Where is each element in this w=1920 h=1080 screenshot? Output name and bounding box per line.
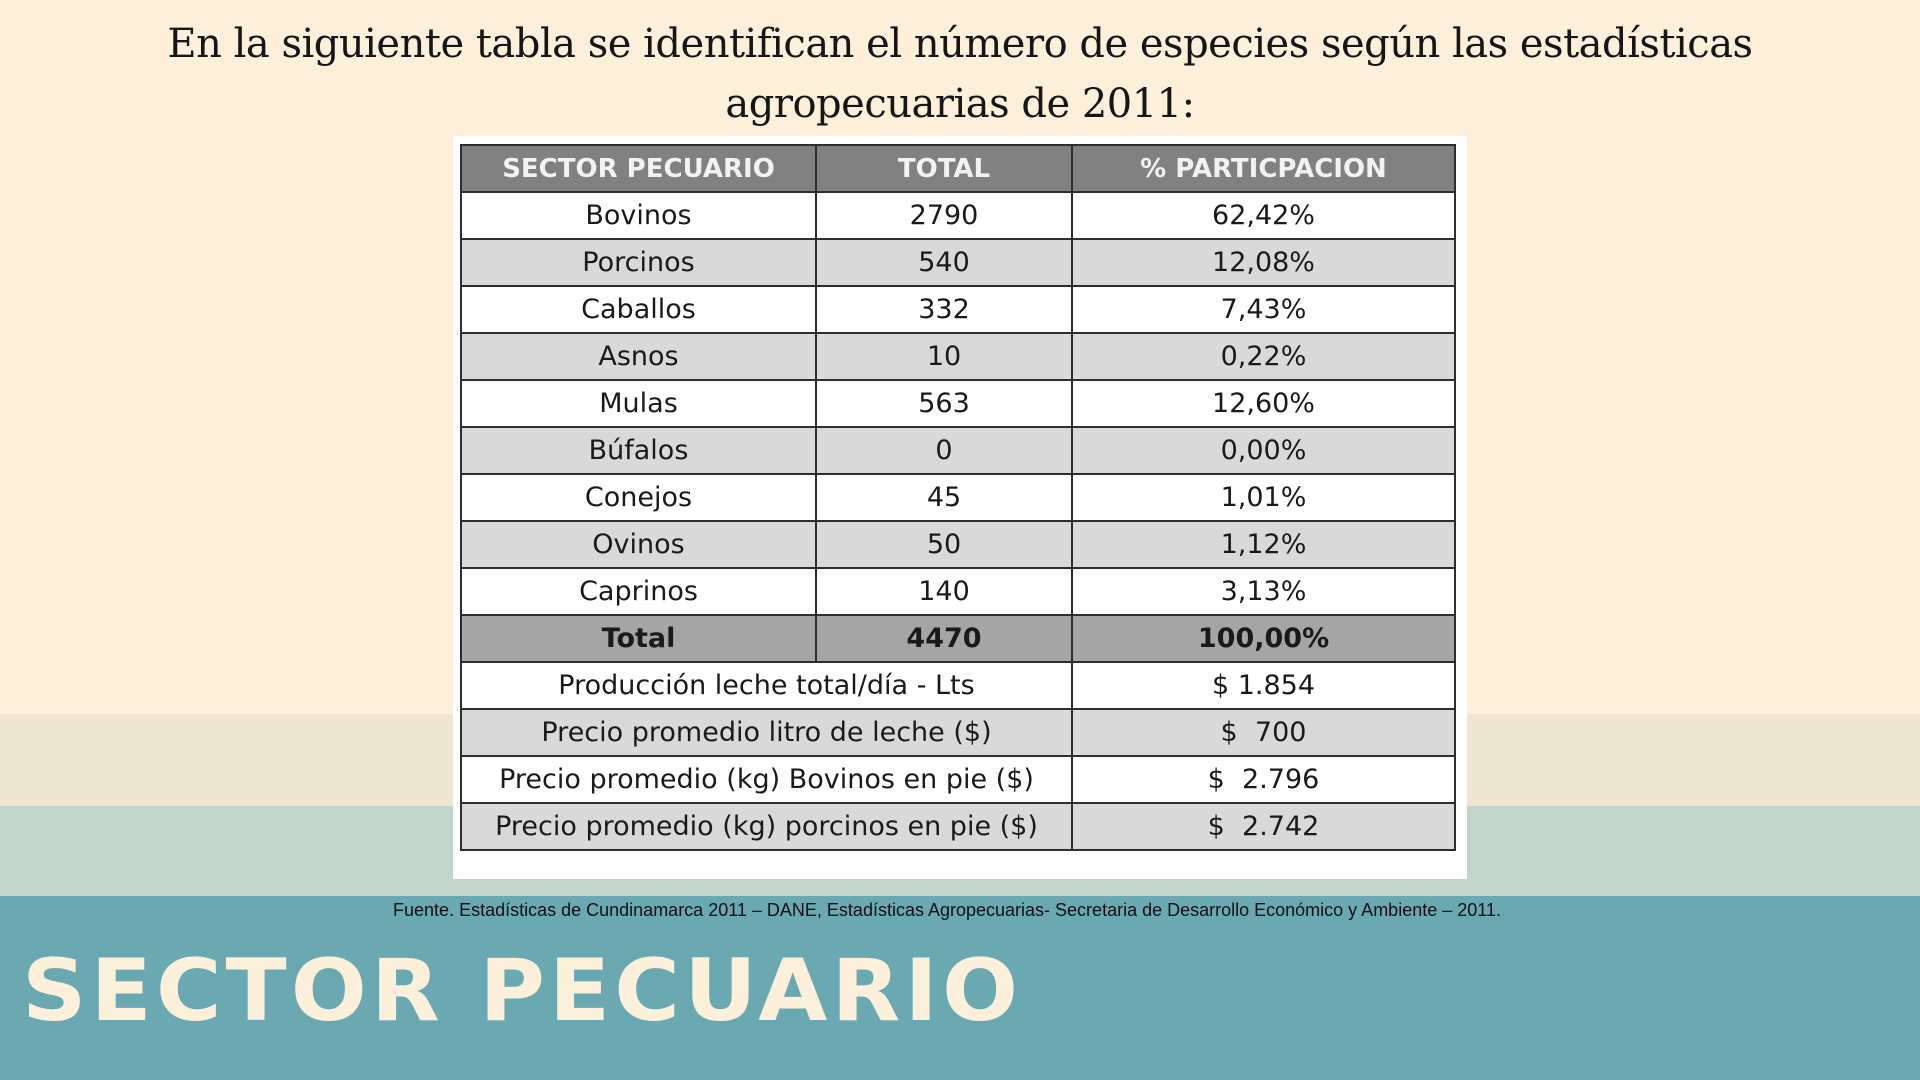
table-header-row: SECTOR PECUARIO TOTAL % PARTICPACION xyxy=(460,144,1456,193)
section-title: SECTOR PECUARIO xyxy=(22,941,1023,1041)
cell-total: 10 xyxy=(815,332,1073,381)
cell-species: Asnos xyxy=(460,332,817,381)
header-participacion: % PARTICPACION xyxy=(1071,144,1456,193)
cell-species: Caballos xyxy=(460,285,817,334)
cell-percent: 0,00% xyxy=(1071,426,1456,475)
table-card: SECTOR PECUARIO TOTAL % PARTICPACION Bov… xyxy=(453,136,1467,879)
cell-total: 563 xyxy=(815,379,1073,428)
cell-percent: 12,08% xyxy=(1071,238,1456,287)
extra-value: $ 1.854 xyxy=(1071,661,1456,710)
cell-total: 45 xyxy=(815,473,1073,522)
cell-species: Caprinos xyxy=(460,567,817,616)
cell-percent: 62,42% xyxy=(1071,191,1456,240)
table-row: Conejos 45 1,01% xyxy=(460,473,1456,522)
background-band-teal xyxy=(0,896,1920,1080)
extra-label: Precio promedio (kg) porcinos en pie ($) xyxy=(460,802,1073,851)
table-row: Caballos 332 7,43% xyxy=(460,285,1456,334)
extra-value: $ 700 xyxy=(1071,708,1456,757)
cell-total: 2790 xyxy=(815,191,1073,240)
cell-percent: 12,60% xyxy=(1071,379,1456,428)
intro-text: En la siguiente tabla se identifican el … xyxy=(167,21,1753,127)
cell-percent: 7,43% xyxy=(1071,285,1456,334)
cell-percent: 1,01% xyxy=(1071,473,1456,522)
header-sector: SECTOR PECUARIO xyxy=(460,144,817,193)
extra-value: $ 2.796 xyxy=(1071,755,1456,804)
cell-species: Conejos xyxy=(460,473,817,522)
extra-label: Precio promedio litro de leche ($) xyxy=(460,708,1073,757)
extra-value: $ 2.742 xyxy=(1071,802,1456,851)
cell-species: Bovinos xyxy=(460,191,817,240)
table-row: Búfalos 0 0,00% xyxy=(460,426,1456,475)
cell-species: Ovinos xyxy=(460,520,817,569)
extra-label: Precio promedio (kg) Bovinos en pie ($) xyxy=(460,755,1073,804)
header-total: TOTAL xyxy=(815,144,1073,193)
table-extra-row: Precio promedio (kg) porcinos en pie ($)… xyxy=(460,802,1456,851)
extra-label: Producción leche total/día - Lts xyxy=(460,661,1073,710)
table-total-row: Total 4470 100,00% xyxy=(460,614,1456,663)
cell-total: 540 xyxy=(815,238,1073,287)
cell-percent: 0,22% xyxy=(1071,332,1456,381)
cell-total: 332 xyxy=(815,285,1073,334)
table-row: Mulas 563 12,60% xyxy=(460,379,1456,428)
table-extra-row: Producción leche total/día - Lts $ 1.854 xyxy=(460,661,1456,710)
table-row: Bovinos 2790 62,42% xyxy=(460,191,1456,240)
table-extra-row: Precio promedio (kg) Bovinos en pie ($) … xyxy=(460,755,1456,804)
source-citation: Fuente. Estadísticas de Cundinamarca 201… xyxy=(393,900,1501,920)
table-row: Caprinos 140 3,13% xyxy=(460,567,1456,616)
table-extra-row: Precio promedio litro de leche ($) $ 700 xyxy=(460,708,1456,757)
total-value: 4470 xyxy=(815,614,1073,663)
cell-percent: 3,13% xyxy=(1071,567,1456,616)
cell-percent: 1,12% xyxy=(1071,520,1456,569)
table-row: Asnos 10 0,22% xyxy=(460,332,1456,381)
cell-total: 0 xyxy=(815,426,1073,475)
cell-species: Búfalos xyxy=(460,426,817,475)
livestock-table: SECTOR PECUARIO TOTAL % PARTICPACION Bov… xyxy=(460,144,1456,851)
total-percent: 100,00% xyxy=(1071,614,1456,663)
cell-species: Mulas xyxy=(460,379,817,428)
table-row: Ovinos 50 1,12% xyxy=(460,520,1456,569)
cell-species: Porcinos xyxy=(460,238,817,287)
table-row: Porcinos 540 12,08% xyxy=(460,238,1456,287)
total-label: Total xyxy=(460,614,817,663)
cell-total: 50 xyxy=(815,520,1073,569)
cell-total: 140 xyxy=(815,567,1073,616)
